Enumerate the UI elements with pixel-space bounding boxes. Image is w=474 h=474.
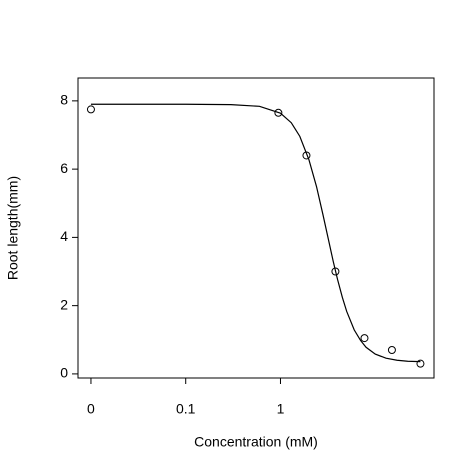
x-axis-label: Concentration (mM) [194, 434, 318, 450]
y-tick-label: 0 [60, 365, 68, 381]
data-point [331, 267, 340, 276]
y-tick-label: 8 [60, 92, 68, 108]
data-point [360, 334, 369, 343]
data-point [274, 108, 283, 117]
plot-frame [77, 77, 435, 379]
data-point [86, 105, 95, 114]
data-point [387, 346, 396, 355]
data-point [302, 151, 311, 160]
y-tick-label: 2 [60, 296, 68, 312]
y-tick-label: 6 [60, 160, 68, 176]
x-tick-label: 1 [277, 401, 285, 417]
x-tick-label: 0 [87, 401, 95, 417]
y-tick-label: 4 [60, 228, 68, 244]
y-axis-label: Root length(mm) [5, 176, 21, 280]
data-point [416, 359, 425, 368]
x-tick-label: 0.1 [176, 401, 196, 417]
fit-curve [90, 103, 421, 363]
